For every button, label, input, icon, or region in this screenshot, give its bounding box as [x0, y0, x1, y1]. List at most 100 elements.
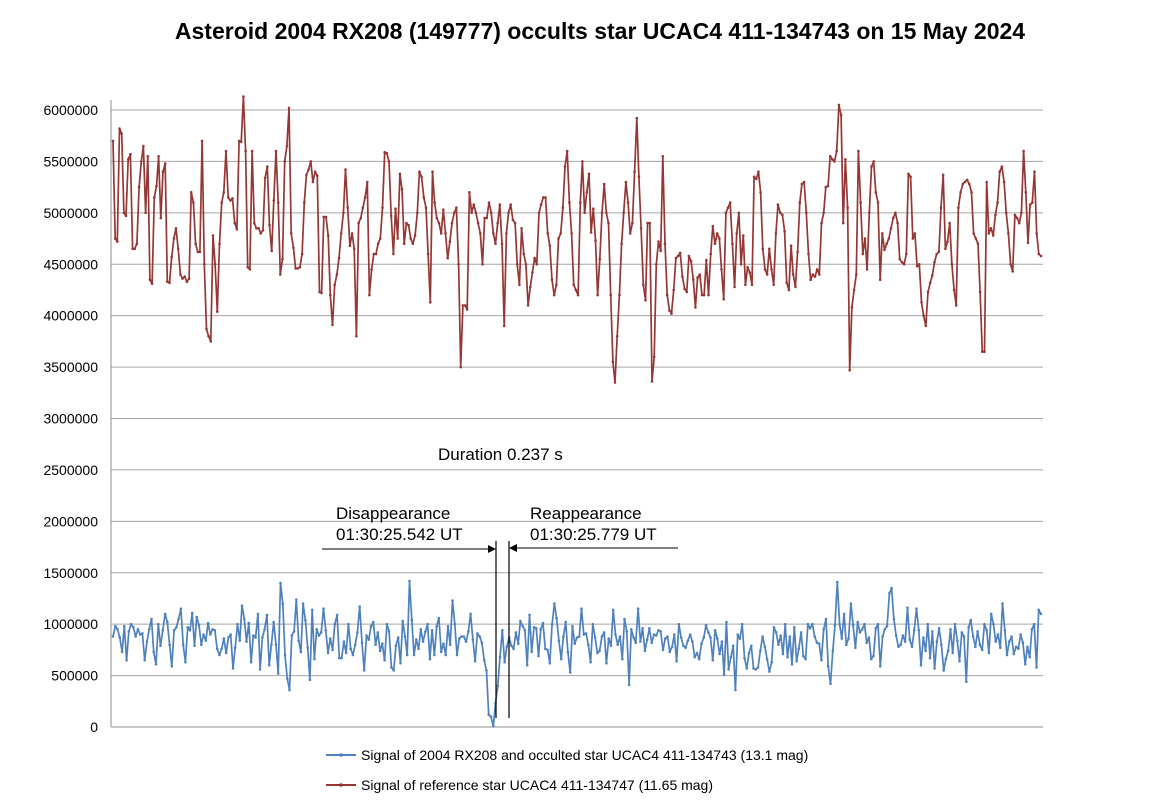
- data-point: [894, 211, 897, 215]
- data-point: [1024, 191, 1028, 194]
- data-point: [972, 232, 975, 235]
- data-point: [842, 612, 846, 616]
- data-point: [670, 312, 673, 315]
- data-point: [153, 196, 156, 199]
- data-point: [831, 649, 835, 653]
- data-point: [261, 636, 264, 639]
- data-point: [161, 629, 165, 632]
- data-point: [722, 297, 725, 301]
- data-point: [888, 592, 891, 595]
- data-point: [255, 227, 258, 230]
- data-point: [752, 667, 755, 670]
- data-point: [239, 140, 243, 144]
- data-point: [737, 211, 741, 215]
- data-point: [833, 160, 836, 163]
- data-point: [489, 211, 493, 215]
- y-tick-label: 5500000: [43, 153, 98, 169]
- data-point: [609, 644, 613, 648]
- data-point: [602, 182, 606, 186]
- data-point: [700, 642, 703, 645]
- data-point: [578, 635, 581, 638]
- data-point: [650, 641, 653, 644]
- data-point: [163, 162, 167, 165]
- data-point: [983, 350, 986, 354]
- data-point: [802, 654, 805, 658]
- data-point: [849, 602, 853, 605]
- data-point: [570, 232, 573, 235]
- data-point: [820, 658, 823, 662]
- data-point: [209, 633, 212, 636]
- data-point: [431, 170, 434, 173]
- data-point: [176, 247, 180, 251]
- data-point: [666, 635, 669, 638]
- data-point: [961, 182, 965, 186]
- data-point: [583, 211, 586, 215]
- data-point: [887, 237, 891, 240]
- data-point: [563, 165, 567, 168]
- data-point: [555, 283, 558, 287]
- data-point: [324, 215, 328, 219]
- data-point: [1035, 666, 1038, 669]
- data-point: [1015, 216, 1019, 220]
- data-point: [157, 155, 160, 158]
- data-point: [971, 635, 975, 638]
- data-point: [713, 629, 717, 632]
- data-point: [505, 232, 508, 235]
- data-point: [763, 268, 767, 271]
- data-point: [292, 246, 295, 250]
- data-point: [791, 273, 795, 276]
- data-point: [179, 607, 183, 610]
- data-point: [980, 648, 984, 652]
- data-point: [859, 201, 862, 204]
- data-point: [815, 641, 819, 644]
- data-point: [813, 275, 817, 278]
- legend-label-reference: Signal of reference star UCAC4 411-13474…: [361, 777, 713, 793]
- data-point: [172, 237, 176, 240]
- data-point: [134, 635, 137, 638]
- data-point: [705, 258, 708, 262]
- data-point: [633, 170, 636, 173]
- data-point: [813, 635, 816, 638]
- data-point: [118, 127, 121, 130]
- data-point: [646, 221, 649, 225]
- data-point: [1030, 628, 1034, 631]
- data-point: [1035, 232, 1038, 235]
- y-tick-label: 2000000: [43, 513, 98, 529]
- data-point: [691, 640, 694, 643]
- data-point: [652, 355, 656, 359]
- data-point: [820, 221, 823, 225]
- data-point: [233, 221, 236, 225]
- data-point: [368, 293, 371, 297]
- data-point: [308, 678, 312, 681]
- data-point: [618, 635, 622, 638]
- data-point: [136, 628, 140, 631]
- data-point: [489, 715, 493, 718]
- data-point: [429, 301, 432, 304]
- occultation-annotations: Duration 0.237 s Disappearance 01:30:25.…: [322, 445, 678, 718]
- data-point: [796, 250, 799, 254]
- data-point: [333, 283, 337, 287]
- data-point: [620, 242, 623, 245]
- data-point: [665, 293, 669, 297]
- data-point: [268, 223, 271, 227]
- data-point: [575, 636, 579, 639]
- data-point: [738, 637, 742, 640]
- data-point: [227, 636, 230, 639]
- data-point: [681, 275, 684, 278]
- data-point: [123, 624, 126, 628]
- data-point: [931, 630, 934, 633]
- data-point: [142, 144, 145, 148]
- data-point: [433, 653, 436, 657]
- data-point: [1005, 653, 1009, 657]
- data-point: [922, 636, 925, 639]
- data-point: [281, 602, 285, 605]
- data-point: [1022, 149, 1025, 153]
- data-point: [835, 149, 838, 153]
- data-point: [420, 175, 423, 179]
- data-point: [807, 252, 810, 256]
- data-point: [224, 651, 228, 655]
- data-point: [376, 242, 380, 245]
- data-point: [837, 103, 841, 107]
- data-point: [401, 619, 405, 623]
- data-point: [531, 271, 534, 274]
